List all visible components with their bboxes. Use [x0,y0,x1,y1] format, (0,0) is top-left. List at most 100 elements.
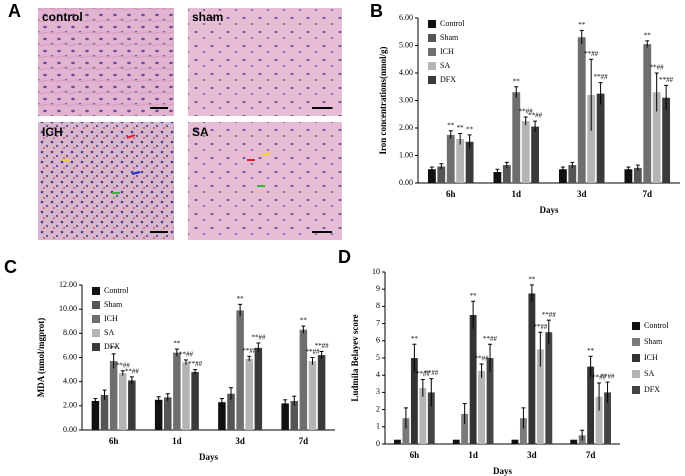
significance-label: **## [483,335,498,343]
legend-label: Sham [104,300,123,309]
bar [402,418,410,444]
legend-label: DFX [440,75,456,84]
legend-label: DFX [644,385,660,394]
bar [643,44,652,183]
y-axis-title: MDA (nmol/mgprot) [36,318,46,398]
significance-label: ** [578,21,586,29]
bar [577,37,586,183]
micrograph-label: control [42,10,83,24]
x-tick-label: 3d [577,189,587,199]
x-tick-label: 3d [235,436,245,446]
x-tick-label: 1d [468,450,478,460]
legend-swatch [632,354,640,362]
x-tick-label: 6h [446,189,456,199]
significance-label: **## [475,355,490,363]
significance-label: **## [416,370,431,378]
legend-swatch [428,62,436,70]
y-tick-label: 8.00 [63,328,77,337]
significance-label: ** [466,125,474,133]
legend-swatch [632,386,640,394]
bar [558,169,567,183]
bar [308,361,317,430]
legend-label: ICH [644,353,658,362]
significance-label: **## [424,369,439,377]
panel-label: C [4,257,17,277]
y-tick-label: 1 [376,422,380,431]
x-axis-title: Days [493,466,512,476]
legend-swatch [92,301,100,309]
significance-label: **## [242,347,257,355]
significance-label: ** [470,292,478,300]
significance-label: ** [300,317,308,325]
significance-label: **## [542,311,557,319]
bar [427,169,436,183]
significance-label: **## [305,348,320,356]
bar [528,293,536,444]
bar [486,358,494,444]
bar [281,403,289,430]
significance-label: **## [650,64,665,72]
y-tick-label: 7 [376,318,380,327]
bar [410,358,418,444]
significance-label: **## [251,334,266,342]
significance-label: **## [594,73,609,81]
bar [502,165,511,183]
bar [182,362,190,430]
significance-label: ** [237,295,245,303]
bar [596,93,605,183]
legend-label: Sham [644,337,663,346]
bar [624,169,633,183]
significance-label: ** [457,124,465,132]
bar [191,372,199,430]
legend-label: ICH [440,47,454,56]
legend-label: Control [644,321,669,330]
bar [452,439,460,444]
bar [570,439,578,444]
bar [587,95,596,183]
y-tick-label: 1.00 [399,150,413,159]
x-axis-title: Days [199,452,218,462]
bar [633,167,642,183]
bar [521,121,530,183]
legend-label: Sham [440,33,459,42]
significance-label: **## [116,361,131,369]
y-tick-label: 9 [376,284,380,293]
panel-label: D [338,247,351,267]
y-axis-title: Ludmila Belayev score [350,314,360,401]
bar [164,397,172,430]
bar [536,349,544,444]
bar [218,402,226,430]
bar [446,134,455,183]
legend-label: Control [104,286,129,295]
bar [456,139,465,183]
legend-label: SA [644,369,654,378]
bar [519,418,527,444]
significance-label: **## [125,367,140,375]
x-axis-title: Days [539,205,558,215]
bar [604,392,611,444]
panel-label: A [8,1,21,21]
bar [652,92,661,183]
y-tick-label: 0.00 [399,178,413,187]
legend-swatch [92,287,100,295]
y-tick-label: 12.00 [59,280,77,289]
legend-swatch [428,76,436,84]
y-tick-label: 5.00 [399,40,413,49]
micrograph-label: ICH [42,125,63,139]
significance-label: **## [315,342,330,350]
bar [493,172,502,183]
bar [254,347,263,430]
bar [100,394,109,430]
x-tick-label: 1d [172,436,182,446]
bar [531,126,540,183]
significance-label: ** [411,335,419,343]
x-tick-label: 6h [109,436,119,446]
micrograph: ICH [38,122,174,240]
bar [236,310,244,430]
bar [118,373,127,430]
significance-label: ** [447,121,455,129]
legend-label: DFX [104,342,120,351]
significance-label: ** [644,31,652,39]
bar [91,401,100,430]
